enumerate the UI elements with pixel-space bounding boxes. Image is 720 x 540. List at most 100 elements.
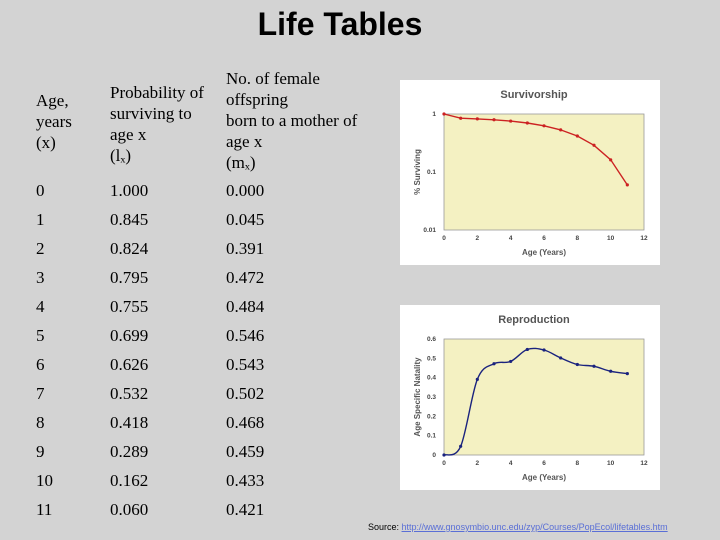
survival-cell: 0.795 [110,268,149,287]
survival-cell: 0.824 [110,239,149,258]
survival-cell: 1.000 [110,181,149,200]
data-point [459,444,463,448]
series-line [443,113,628,186]
offspring-cell: 0.502 [226,384,265,403]
x-tick-label: 2 [476,460,480,467]
data-point [442,453,446,457]
survival-cell: 0.162 [110,471,149,490]
x-axis-label: Age (Years) [522,248,566,257]
data-point [509,359,513,364]
y-tick-label: 0.1 [427,169,436,176]
data-point [525,121,529,125]
y-tick-label: 0.4 [427,375,436,382]
chart-title: Survivorship [500,89,568,101]
offspring-cell: 0.546 [226,326,265,345]
y-tick-label: 0.2 [427,413,436,420]
x-tick-label: 4 [509,460,513,467]
x-tick-label: 12 [640,460,648,467]
data-point [542,348,546,352]
age-cell: 10 [36,471,53,490]
offspring-cell: 0.459 [226,442,265,461]
source-link[interactable]: http://www.gnosymbio.unc.edu/zyp/Courses… [401,522,668,532]
survival-cell: 0.532 [110,384,149,403]
age-cell: 7 [36,384,45,403]
data-point [559,128,563,132]
offspring-cell: 0.468 [226,413,265,432]
age-cell: 4 [36,297,45,316]
offspring-cell: 0.391 [226,239,265,258]
x-tick-label: 8 [576,460,580,467]
x-tick-label: 2 [476,235,480,242]
survival-cell: 0.845 [110,210,149,229]
x-tick-label: 10 [607,460,615,467]
age-cell: 0 [36,181,45,200]
y-tick-label: 0.1 [427,433,436,440]
offspring-cell: 0.421 [226,500,265,519]
data-point [492,362,496,366]
data-point [625,372,629,376]
x-tick-label: 8 [576,235,580,242]
chart-title: Reproduction [498,314,570,326]
x-tick-label: 10 [607,235,615,242]
data-point [575,134,579,138]
age-cell: 2 [36,239,45,258]
source-note: Source: http://www.gnosymbio.unc.edu/zyp… [368,522,668,532]
age-cell: 6 [36,355,45,374]
y-tick-label: 0.01 [423,227,436,234]
data-point [625,183,629,187]
y-tick-label: 0.5 [427,355,436,362]
offspring-cell: 0.045 [226,210,265,229]
data-point [542,124,546,128]
offspring-column-header: No. of female offspring born to a mother… [226,69,358,172]
y-tick-label: 0 [432,452,436,459]
survival-cell: 0.699 [110,326,149,345]
survival-cell: 0.418 [110,413,149,432]
offspring-cell: 0.543 [226,355,265,374]
data-point [442,112,446,116]
survivorship-chart: Survivorship 0 2 4 6 8 10 12 1 0.1 0.01 Age (Years)… [400,80,660,265]
plot-area [443,113,645,231]
x-tick-label: 0 [442,235,446,242]
y-axis-label: Age Specific Natality [413,357,422,437]
x-tick-label: 12 [640,235,648,242]
age-cell: 8 [36,413,45,432]
data-point [592,364,596,368]
data-point [592,143,596,147]
offspring-cell: 0.433 [226,471,265,490]
age-column-header: Age, years (x) [36,91,72,152]
survival-cell: 0.755 [110,297,149,316]
data-point [525,347,529,352]
y-tick-label: 1 [432,111,436,118]
x-axis-label: Age (Years) [522,473,566,482]
y-tick-label: 0.6 [427,336,436,343]
age-cell: 5 [36,326,45,345]
x-tick-label: 6 [542,460,546,467]
data-point [459,116,463,120]
reproduction-chart: Reproduction 0 2 4 6 8 10 12 0.6 0.5 0.4 0.3 0.2 0.1 0… [400,305,660,490]
page-title: Life Tables [257,6,423,42]
data-point [509,119,513,123]
data-point [575,362,579,367]
data-point [475,117,479,121]
y-tick-label: 0.3 [427,394,436,401]
data-point [475,377,479,382]
x-tick-label: 4 [509,235,513,242]
survival-cell: 0.060 [110,500,149,519]
age-cell: 9 [36,442,45,461]
data-point [559,356,563,360]
plot-area [443,338,645,456]
data-point [609,369,613,373]
y-axis-label: % Surviving [413,149,422,195]
survival-cell: 0.626 [110,355,149,374]
x-tick-label: 0 [442,460,446,467]
age-cell: 3 [36,268,45,287]
age-cell: 11 [36,500,53,519]
age-cell: 1 [36,210,45,229]
data-point [492,118,496,122]
x-tick-label: 6 [542,235,546,242]
offspring-cell: 0.000 [226,181,265,200]
offspring-cell: 0.472 [226,268,265,287]
data-point [609,158,613,162]
survival-column-header: Probability of surviving to age x (lₓ) [110,83,204,165]
survival-cell: 0.289 [110,442,149,461]
